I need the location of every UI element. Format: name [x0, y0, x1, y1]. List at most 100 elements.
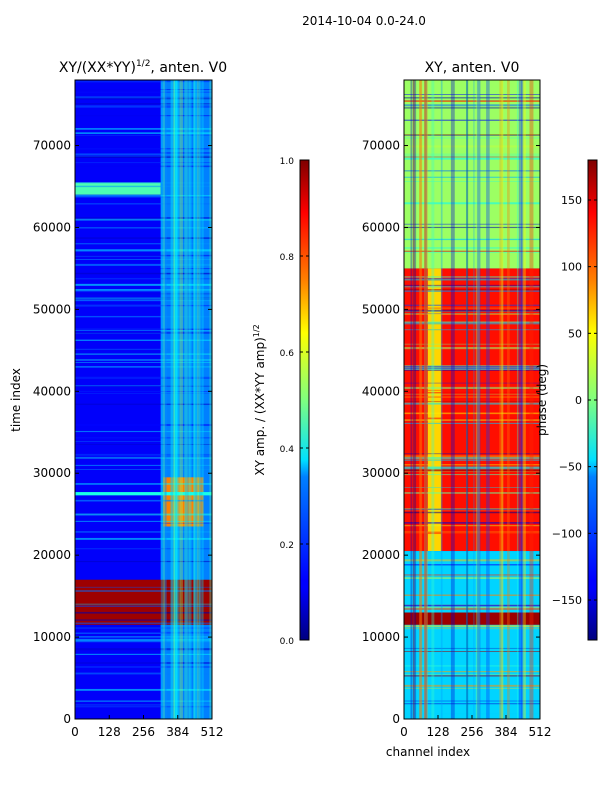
panel1-stripe — [75, 391, 212, 393]
colorbar2-tick-label: −100 — [552, 527, 582, 540]
panel1-title-main: XY/(XX*YY) — [59, 60, 136, 76]
panel1-title: XY/(XX*YY)1/2, anten. V0 — [59, 59, 227, 76]
panel1-stripe — [75, 648, 212, 651]
panel2-stripe — [404, 396, 540, 398]
panel1-stripe — [75, 653, 212, 655]
colorbar2-tick-label: −150 — [552, 594, 582, 607]
panel2-stripe — [404, 422, 540, 425]
panel1-stripe — [75, 704, 212, 706]
panel2-column — [501, 80, 504, 719]
panel2-column — [475, 80, 480, 719]
panel1-stripe — [75, 453, 212, 456]
panel1-stripe — [75, 332, 212, 334]
panel1-ytick-label: 20000 — [33, 548, 71, 562]
panel2-stripe — [404, 453, 540, 455]
panel1-column — [175, 80, 177, 719]
panel2-ytick-label: 10000 — [362, 630, 400, 644]
panel2-stripe — [404, 290, 540, 292]
panel1-stripe — [75, 469, 212, 470]
panel2-stripe — [404, 628, 540, 630]
panel1-column — [174, 80, 176, 719]
panel2-column — [499, 80, 503, 719]
panel1-stripe — [75, 605, 212, 607]
panel2-stripe — [404, 604, 540, 607]
panel2-stripe — [404, 531, 540, 534]
panel2-column — [518, 80, 523, 719]
panel2-stripe — [404, 307, 540, 309]
panel2-stripe — [404, 329, 540, 331]
panel2-stripe — [404, 145, 540, 147]
panel2-xtick-label: 384 — [495, 725, 518, 739]
panel2-column — [440, 80, 443, 719]
panel1-stripe — [75, 700, 212, 702]
panel1-stripe — [75, 155, 212, 159]
panel1-stripe — [75, 134, 212, 136]
panel2-column — [424, 80, 427, 719]
panel1-title-tail: , anten. V0 — [150, 60, 227, 76]
panel1-column — [198, 80, 201, 719]
panel2-stripe — [404, 647, 540, 649]
panel2-stripe — [404, 511, 540, 514]
panel1-column — [184, 80, 188, 719]
panel2-x-axis: 0 128 256 384 512 — [400, 715, 551, 739]
panel2-stripe — [404, 455, 540, 457]
panel1-column — [173, 80, 178, 719]
panel1-column — [162, 80, 165, 719]
panel1-column — [188, 80, 190, 719]
panel2-column — [410, 80, 413, 719]
panel2-stripe — [404, 239, 540, 241]
panel1-stripe — [75, 622, 212, 625]
panel-amplitude: XY/(XX*YY)1/2, anten. V0 0 10000 20000 3000… — [9, 59, 227, 739]
panel2-stripe — [404, 107, 540, 109]
panel1-ytick-label: 50000 — [33, 302, 71, 316]
panel2-column — [516, 80, 519, 719]
panel2-stripe — [404, 368, 540, 370]
panel1-column — [180, 80, 183, 719]
panel1-stripe — [75, 283, 212, 286]
panel1-xtick-label: 256 — [132, 725, 155, 739]
panel2-column — [412, 80, 415, 719]
panel1-stripe — [75, 91, 212, 93]
panel2-stripe — [404, 309, 540, 312]
panel1-stripe — [75, 218, 212, 221]
panel1-ytick-label: 10000 — [33, 630, 71, 644]
panel2-stripe — [404, 181, 540, 182]
panel1-column — [189, 80, 192, 719]
panel1-stripe — [75, 254, 212, 256]
panel2-column — [413, 80, 417, 719]
panel1-stripe — [75, 203, 212, 205]
panel1-stripe — [75, 603, 212, 605]
panel2-stripe — [404, 156, 540, 158]
panel2-title: XY, anten. V0 — [425, 60, 520, 76]
panel2-stripe — [404, 401, 540, 402]
panel1-stripe — [75, 96, 212, 99]
panel1-ytick-label: 40000 — [33, 384, 71, 398]
panel2-stripe — [404, 94, 540, 95]
panel2-column — [419, 80, 422, 719]
panel2-stripe — [404, 134, 540, 136]
panel1-stripe — [75, 672, 212, 675]
panel1-stripe — [75, 662, 212, 664]
panel1-stripe — [75, 273, 212, 275]
colorbar2-tick-label: −50 — [559, 461, 582, 474]
panel2-stripe — [404, 276, 540, 278]
panel1-stripe — [75, 483, 212, 485]
panel1-y-axis: 0 10000 20000 30000 40000 50000 60000 70000 — [33, 139, 212, 726]
panel2-stripe — [404, 665, 540, 667]
panel2-heatmap — [404, 80, 540, 719]
panel1-stripes — [75, 80, 212, 719]
panel2-stripe — [404, 347, 540, 350]
panel2-stripe — [404, 532, 540, 535]
colorbar2-tick-label: 150 — [561, 194, 582, 207]
colorbar2-tick-label: 100 — [561, 261, 582, 274]
panel1-stripe — [75, 384, 212, 387]
panel1-stripe — [75, 456, 212, 458]
panel2-stripe — [404, 412, 540, 415]
panel1-band — [75, 492, 212, 496]
panel1-stripe — [75, 376, 212, 379]
panel2-stripe — [404, 607, 540, 610]
panel2-stripe — [404, 321, 540, 323]
panel1-stripe — [75, 640, 212, 643]
panel2-stripe — [404, 670, 540, 673]
panel1-xtick-label: 128 — [98, 725, 121, 739]
